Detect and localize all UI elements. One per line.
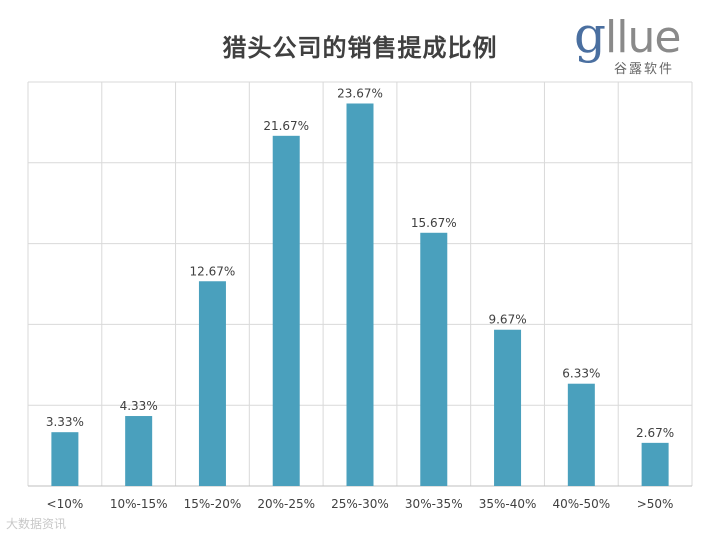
data-label: 4.33% (120, 399, 158, 413)
x-tick-label: 30%-35% (405, 497, 463, 511)
data-label: 9.67% (488, 313, 526, 327)
x-tick-label: 20%-25% (257, 497, 315, 511)
x-tick-label: >50% (637, 497, 674, 511)
data-label: 3.33% (46, 415, 84, 429)
logo-letters-rest: llue (605, 12, 681, 63)
bar (51, 432, 79, 486)
x-tick-label: 10%-15% (110, 497, 168, 511)
bar (346, 103, 374, 486)
data-label: 6.33% (562, 367, 600, 381)
glue-logo: gllue 谷露软件 (574, 6, 704, 77)
data-label: 12.67% (190, 264, 236, 278)
bar (420, 232, 448, 486)
x-tick-label: <10% (47, 497, 84, 511)
logo-letter-g: g (574, 6, 606, 64)
bar (125, 416, 153, 486)
x-tick-label: 25%-30% (331, 497, 389, 511)
data-label: 21.67% (263, 119, 309, 133)
x-tick-label: 35%-40% (479, 497, 537, 511)
bar (641, 442, 669, 486)
x-tick-label: 40%-50% (552, 497, 610, 511)
data-label: 2.67% (636, 426, 674, 440)
bar (198, 281, 226, 486)
chart-title: 猎头公司的销售提成比例 (222, 34, 498, 62)
bar (567, 383, 595, 486)
logo-wordmark: gllue (574, 6, 681, 67)
logo-subtitle: 谷露软件 (614, 62, 675, 77)
data-label: 15.67% (411, 216, 457, 230)
bar (272, 135, 300, 486)
bar (494, 329, 522, 486)
watermark: 大数据资讯 (6, 517, 67, 531)
data-label: 23.67% (337, 86, 383, 100)
x-tick-label: 15%-20% (184, 497, 242, 511)
